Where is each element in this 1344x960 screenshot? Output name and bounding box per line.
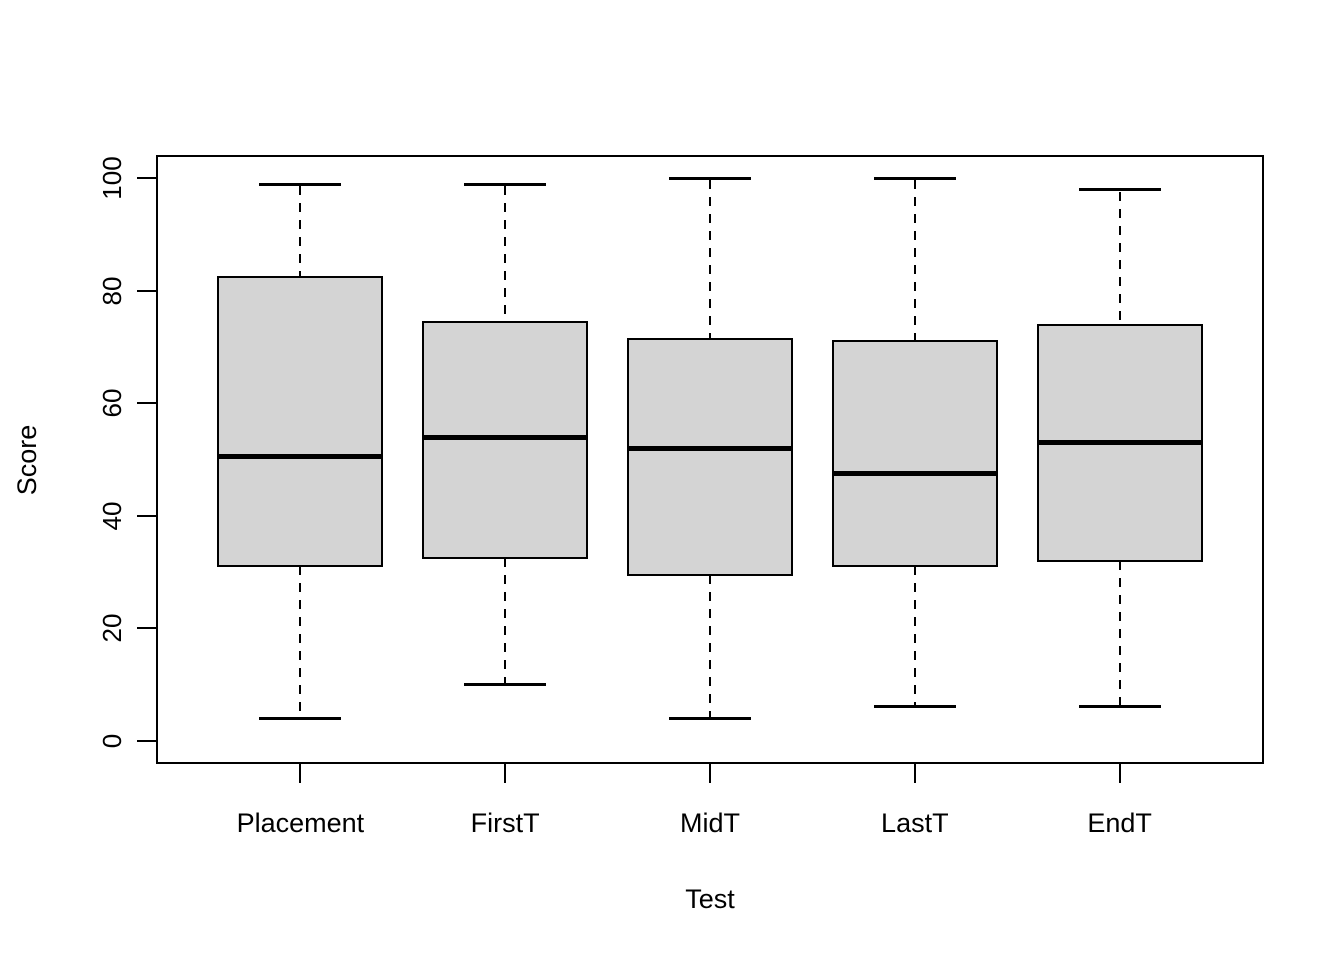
upper-whisker [709, 180, 711, 339]
iqr-box [422, 320, 589, 559]
lower-whisker [299, 566, 302, 718]
upper-whisker [504, 186, 507, 322]
x-category-label: MidT [680, 807, 740, 838]
median-line [1036, 440, 1203, 446]
upper-whisker [913, 180, 916, 342]
x-tick [504, 764, 507, 783]
x-category-label: LastT [881, 807, 949, 838]
upper-whisker-cap [669, 176, 751, 180]
x-axis-title: Test [685, 883, 735, 914]
lower-whisker-cap [873, 705, 956, 709]
upper-whisker-cap [259, 182, 342, 186]
iqr-box [627, 337, 793, 576]
iqr-box [831, 340, 998, 568]
lower-whisker [709, 574, 711, 718]
upper-whisker-cap [873, 176, 956, 180]
y-tick-label: 80 [96, 276, 127, 306]
y-tick [137, 177, 156, 180]
x-category-label: Placement [236, 807, 365, 838]
x-category-label: EndT [1087, 807, 1152, 838]
y-tick [137, 514, 156, 517]
iqr-box [217, 275, 384, 568]
x-tick [709, 764, 711, 783]
x-category-label: FirstT [470, 807, 540, 838]
y-tick-label: 0 [96, 733, 127, 748]
y-tick-label: 40 [96, 501, 127, 531]
y-tick-label: 100 [96, 156, 127, 201]
upper-whisker-cap [464, 182, 547, 186]
x-tick [299, 764, 302, 783]
y-tick [137, 402, 156, 405]
y-axis-title: Score [11, 424, 42, 495]
x-tick [913, 764, 916, 783]
y-tick-label: 20 [96, 613, 127, 643]
lower-whisker-cap [669, 716, 751, 720]
upper-whisker-cap [1078, 188, 1161, 192]
lower-whisker [1118, 560, 1121, 706]
y-tick-label: 60 [96, 388, 127, 418]
y-tick [137, 627, 156, 630]
lower-whisker [913, 566, 916, 706]
upper-whisker [299, 186, 302, 277]
lower-whisker-cap [464, 682, 547, 686]
lower-whisker [504, 557, 507, 684]
lower-whisker-cap [1078, 705, 1161, 709]
plot-border [156, 155, 1264, 764]
x-tick [1118, 764, 1121, 783]
median-line [217, 454, 384, 460]
median-line [422, 434, 589, 440]
lower-whisker-cap [259, 716, 342, 720]
y-tick [137, 739, 156, 742]
y-tick [137, 289, 156, 292]
median-line [627, 445, 793, 451]
upper-whisker [1118, 191, 1121, 325]
median-line [831, 471, 998, 477]
